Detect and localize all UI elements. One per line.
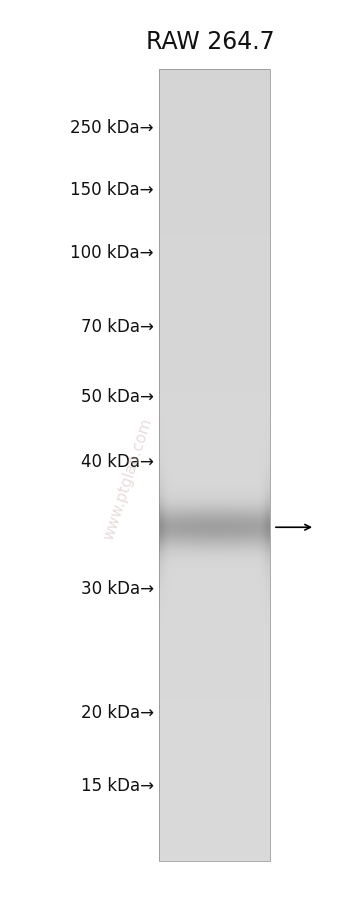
Text: 50 kDa→: 50 kDa→ bbox=[81, 388, 154, 406]
Text: 250 kDa→: 250 kDa→ bbox=[70, 119, 154, 137]
Text: 20 kDa→: 20 kDa→ bbox=[81, 704, 154, 722]
Text: 150 kDa→: 150 kDa→ bbox=[70, 180, 154, 198]
Text: 30 kDa→: 30 kDa→ bbox=[81, 579, 154, 597]
Bar bbox=[159, 70, 270, 861]
Text: www.ptglab.com: www.ptglab.com bbox=[101, 415, 155, 541]
Text: 100 kDa→: 100 kDa→ bbox=[70, 244, 154, 262]
Text: 15 kDa→: 15 kDa→ bbox=[81, 776, 154, 794]
Text: 40 kDa→: 40 kDa→ bbox=[81, 453, 154, 471]
Text: 70 kDa→: 70 kDa→ bbox=[81, 318, 154, 336]
Text: RAW 264.7: RAW 264.7 bbox=[146, 30, 274, 54]
